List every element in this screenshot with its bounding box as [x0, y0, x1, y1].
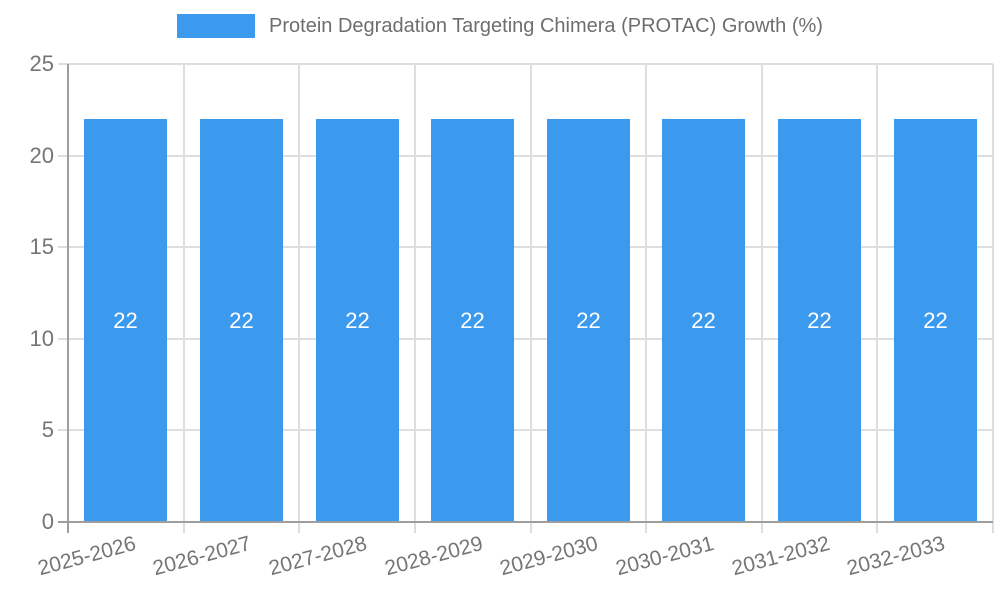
- x-tick-label: 2025-2026: [34, 532, 138, 581]
- legend: Protein Degradation Targeting Chimera (P…: [0, 14, 1000, 38]
- bar-2030-2031[interactable]: [662, 119, 745, 521]
- v-gridline: [761, 64, 763, 533]
- bar-2032-2033[interactable]: [894, 119, 977, 521]
- h-gridline: [58, 246, 993, 248]
- x-tick-label: 2026-2027: [149, 532, 253, 581]
- x-tick-label: 2030-2031: [612, 532, 716, 581]
- y-tick-label: 15: [29, 234, 54, 259]
- bar-2028-2029[interactable]: [431, 119, 514, 521]
- bar-value-label: 22: [691, 308, 716, 333]
- bar-2031-2032[interactable]: [778, 119, 861, 521]
- h-gridline: [58, 429, 993, 431]
- legend-swatch-icon: [177, 14, 256, 38]
- legend-item-protac-growth[interactable]: Protein Degradation Targeting Chimera (P…: [177, 14, 823, 38]
- h-gridline: [58, 63, 993, 65]
- bar-value-label: 22: [345, 308, 370, 333]
- bar-value-label: 22: [229, 308, 254, 333]
- x-tick-label: 2029-2030: [496, 532, 600, 581]
- v-gridline: [645, 64, 647, 533]
- bar-2026-2027[interactable]: [200, 119, 283, 521]
- x-tick-label: 2028-2029: [381, 532, 485, 581]
- bar-2029-2030[interactable]: [547, 119, 630, 521]
- bar-2027-2028[interactable]: [316, 119, 399, 521]
- bar-value-label: 22: [460, 308, 485, 333]
- y-tick-label: 25: [29, 51, 54, 76]
- x-tick-label: 2027-2028: [265, 532, 369, 581]
- y-tick-label: 5: [41, 417, 54, 442]
- bar-value-label: 22: [807, 308, 832, 333]
- h-gridline: [58, 155, 993, 157]
- h-gridline: [58, 338, 993, 340]
- v-gridline: [876, 64, 878, 533]
- legend-label: Protein Degradation Targeting Chimera (P…: [269, 14, 823, 37]
- bar-value-label: 22: [113, 308, 138, 333]
- v-gridline: [414, 64, 416, 533]
- y-tick-label: 20: [29, 143, 54, 168]
- v-gridline: [298, 64, 300, 533]
- x-axis-line: [58, 521, 993, 523]
- y-tick-label: 10: [29, 326, 54, 351]
- v-gridline: [183, 64, 185, 533]
- x-tick-label: 2032-2033: [843, 532, 947, 581]
- bar-value-label: 22: [576, 308, 601, 333]
- bar-value-label: 22: [923, 308, 948, 333]
- bar-2025-2026[interactable]: [84, 119, 167, 521]
- y-axis-line: [67, 64, 69, 533]
- y-tick-label: 0: [41, 509, 54, 534]
- x-tick-label: 2031-2032: [728, 532, 832, 581]
- v-gridline: [992, 64, 994, 533]
- v-gridline: [530, 64, 532, 533]
